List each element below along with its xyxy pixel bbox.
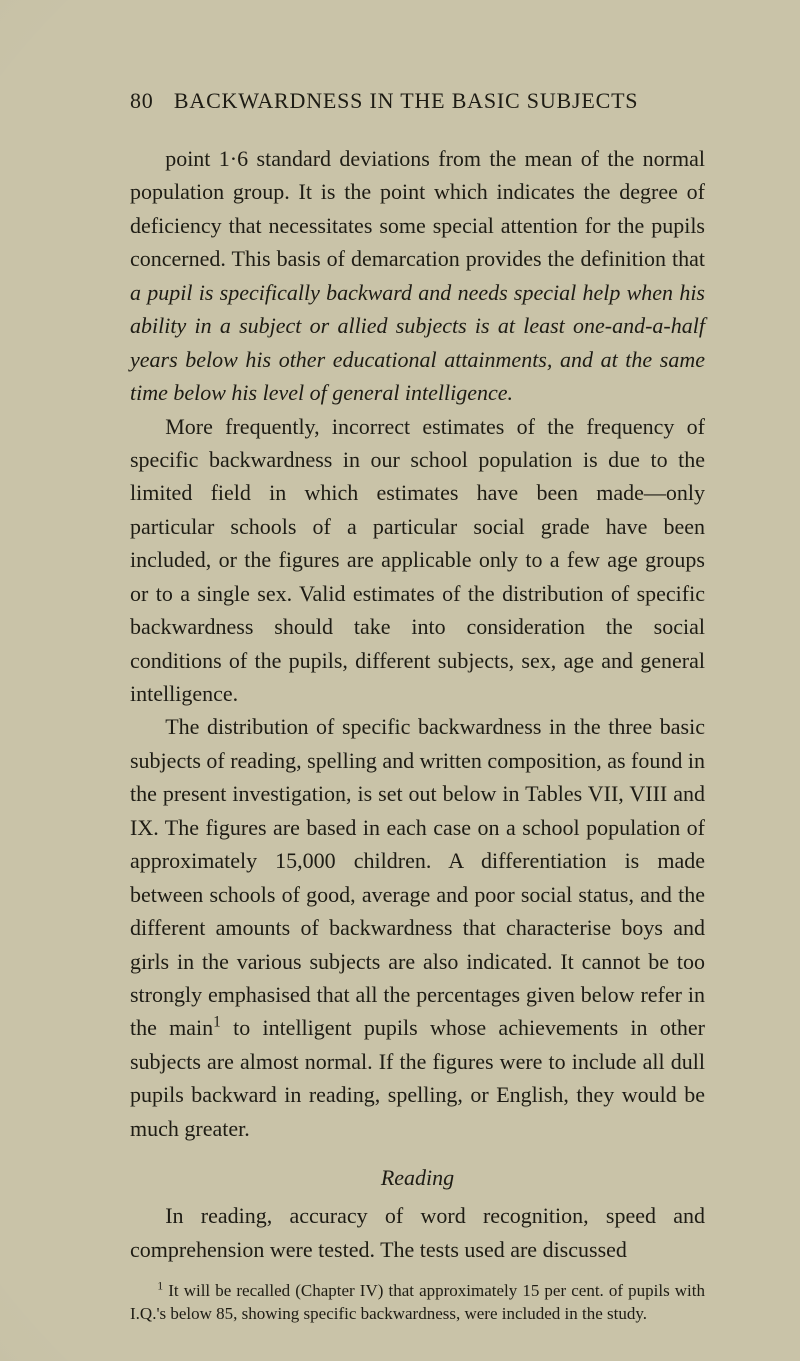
body-paragraph: point 1·6 standard deviations from the m… (130, 142, 705, 410)
scanned-page: 80 BACKWARDNESS IN THE BASIC SUBJECTS po… (0, 0, 800, 1361)
body-paragraph: More frequently, incorrect estimates of … (130, 410, 705, 711)
running-head: 80 BACKWARDNESS IN THE BASIC SUBJECTS (130, 88, 705, 114)
running-title: BACKWARDNESS IN THE BASIC SUBJECTS (174, 88, 638, 113)
body-paragraph: In reading, accuracy of word recognition… (130, 1199, 705, 1266)
section-subhead: Reading (130, 1165, 705, 1191)
page-number: 80 (130, 88, 154, 113)
body-paragraph: The distribution of specific backwardnes… (130, 710, 705, 1145)
footnote: 1 It will be recalled (Chapter IV) that … (130, 1280, 705, 1326)
